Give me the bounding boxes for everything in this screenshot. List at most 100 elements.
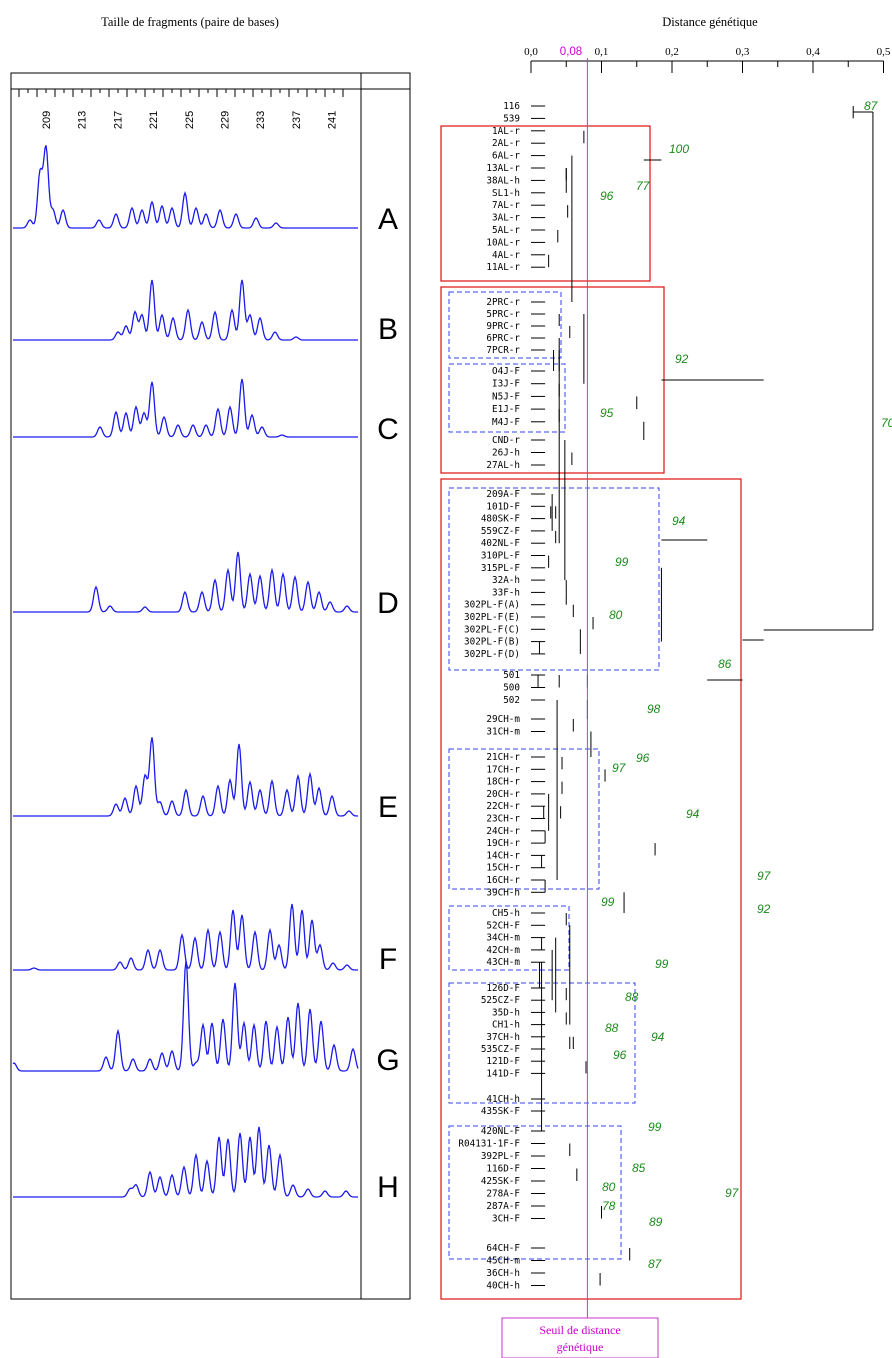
leaf-label: CND-r xyxy=(492,435,520,446)
scale-label-233: 233 xyxy=(255,111,267,129)
leaf-label: 402NL-F xyxy=(481,538,521,549)
leaf-label: 4AL-r xyxy=(492,250,520,261)
size-scale-labels: 209 213 217 221 225 229 233 237 241 xyxy=(41,111,339,129)
bootstrap-value: 94 xyxy=(686,807,700,821)
dendrogram-tree xyxy=(531,105,874,1286)
threshold-caption-box xyxy=(501,1317,659,1358)
leaf-label: 40CH-h xyxy=(486,1281,520,1292)
bootstrap-value: 78 xyxy=(602,1199,616,1213)
leaf-label: 302PL-F(D) xyxy=(464,649,520,660)
cluster-box xyxy=(440,286,665,474)
axis-tick-label: 0,2 xyxy=(665,46,679,58)
profile-labels: A B C D E F G H xyxy=(376,203,399,1204)
axis-tick-label: 0,5 xyxy=(877,46,891,58)
scale-label-217: 217 xyxy=(112,111,124,129)
leaf-label: 302PL-F(B) xyxy=(464,637,520,648)
bootstrap-value: 88 xyxy=(625,990,639,1004)
profile-label-A: A xyxy=(378,203,398,236)
leaf-label: 392PL-F xyxy=(481,1151,521,1162)
leaf-label: 278A-F xyxy=(486,1189,520,1200)
bootstrap-value: 97 xyxy=(757,869,772,883)
bootstrap-value: 100 xyxy=(669,142,689,156)
scale-label-213: 213 xyxy=(77,111,89,129)
profile-trace-D xyxy=(13,551,358,613)
dendrogram-title: Distance génétique xyxy=(662,15,758,29)
leaf-label: 52CH-F xyxy=(486,920,520,931)
leaf-label: 33F-h xyxy=(492,587,520,598)
leaf-label: 32A-h xyxy=(492,575,520,586)
subcluster-box xyxy=(448,905,570,971)
leaf-label: 315PL-F xyxy=(481,563,521,574)
leaf-label: 302PL-F(E) xyxy=(464,612,520,623)
leaf-label: 101D-F xyxy=(486,501,520,512)
left-panel-title: Taille de fragments (paire de bases) xyxy=(101,15,279,29)
cluster-box xyxy=(440,125,651,282)
bootstrap-value: 99 xyxy=(648,1120,662,1134)
scale-label-229: 229 xyxy=(220,111,232,129)
leaf-label: 39CH-h xyxy=(486,887,520,898)
bootstrap-value: 89 xyxy=(649,1215,663,1229)
leaf-label: 10AL-r xyxy=(486,237,520,248)
leaf-label: 2AL-r xyxy=(492,138,520,149)
leaf-label: 36CH-h xyxy=(486,1268,520,1279)
leaf-label: 2PRC-r xyxy=(486,297,520,308)
leaf-label: 34CH-m xyxy=(486,933,520,944)
bootstrap-value: 97 xyxy=(612,761,627,775)
leaf-label: R04131-1F-F xyxy=(458,1139,520,1150)
leaf-label: 13AL-r xyxy=(486,163,520,174)
threshold-caption-line1: Seuil de distance xyxy=(539,1323,620,1337)
leaf-label: 500 xyxy=(503,683,520,694)
dendrogram-panel: Distance génétique 0,0 0,1 0,2 0,3 0,4 0,5 11… xyxy=(440,15,892,1358)
bootstrap-value: 87 xyxy=(648,1257,663,1271)
leaf-label: 435SK-F xyxy=(481,1106,521,1117)
bootstrap-value: 70 xyxy=(881,416,892,430)
leaf-label: 121D-F xyxy=(486,1056,520,1067)
profile-label-B: B xyxy=(378,313,398,346)
leaf-label: 18CH-r xyxy=(486,777,520,788)
leaf-label: 11AL-r xyxy=(486,262,520,273)
leaf-label: 35D-h xyxy=(492,1007,520,1018)
leaf-label: 501 xyxy=(503,670,520,681)
leaf-label: 209A-F xyxy=(486,489,520,500)
leaf-label: 5AL-r xyxy=(492,225,520,236)
scale-label-241: 241 xyxy=(327,111,339,129)
subcluster-box xyxy=(448,291,562,359)
leaf-label: 1AL-r xyxy=(492,126,520,137)
leaf-label: 126D-F xyxy=(486,983,520,994)
leaf-label: 42CH-m xyxy=(486,945,520,956)
leaf-label: 141D-F xyxy=(486,1068,520,1079)
leaf-label: I3J-F xyxy=(492,379,520,390)
leaf-label: 16CH-r xyxy=(486,875,520,886)
axis-tick-label: 0,1 xyxy=(595,46,609,58)
scale-label-237: 237 xyxy=(291,111,303,129)
profile-trace-E xyxy=(13,737,358,817)
threshold-caption-line2: génétique xyxy=(557,1340,604,1354)
bootstrap-value: 95 xyxy=(600,406,614,420)
leaf-label: O4J-F xyxy=(492,366,520,377)
leaf-label: 310PL-F xyxy=(481,551,521,562)
leaf-label: 29CH-m xyxy=(486,714,520,725)
bootstrap-value: 98 xyxy=(647,702,661,716)
bootstrap-value: 92 xyxy=(757,902,771,916)
scale-label-225: 225 xyxy=(184,111,196,129)
profile-trace-B xyxy=(13,279,358,341)
subcluster-box xyxy=(448,487,660,671)
bootstrap-value: 92 xyxy=(675,352,689,366)
leaf-label: 425SK-F xyxy=(481,1176,521,1187)
leaf-label: 21CH-r xyxy=(486,752,520,763)
leaf-label: 9PRC-r xyxy=(486,321,520,332)
bootstrap-value: 87 xyxy=(864,99,879,113)
bootstrap-value: 99 xyxy=(601,895,615,909)
profile-label-D: D xyxy=(377,587,399,620)
axis-tick-label: 0,3 xyxy=(736,46,750,58)
leaf-label: 7AL-r xyxy=(492,200,520,211)
leaf-label: 3CH-F xyxy=(492,1214,520,1225)
profile-label-H: H xyxy=(377,1171,399,1204)
bootstrap-value: 94 xyxy=(672,514,686,528)
profile-label-C: C xyxy=(377,413,399,446)
leaf-label: 5PRC-r xyxy=(486,309,520,320)
leaf-label: 22CH-r xyxy=(486,801,520,812)
leaf-label: M4J-F xyxy=(492,417,520,428)
